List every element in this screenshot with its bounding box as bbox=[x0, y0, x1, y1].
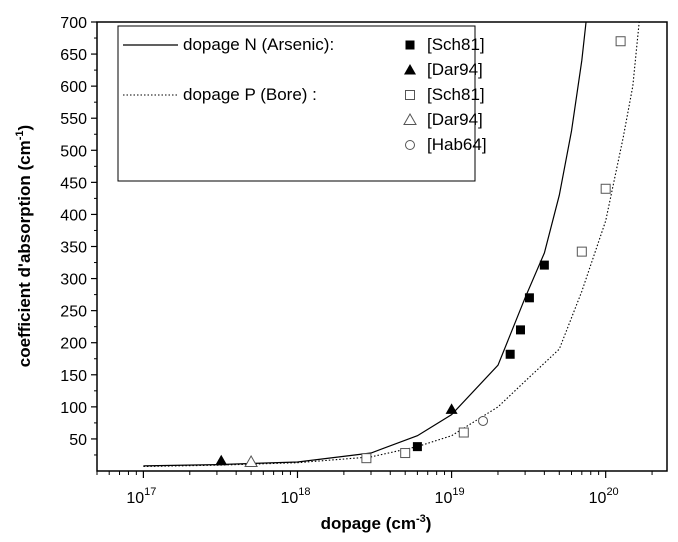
y-axis-title: coefficient d'absorption (cm-1) bbox=[14, 125, 34, 367]
legend-series-label-0: [Sch81] bbox=[427, 35, 485, 54]
y-tick-label-450: 450 bbox=[60, 175, 87, 192]
data-point-open-square-3 bbox=[576, 246, 587, 257]
legend-curve-label-0: dopage N (Arsenic): bbox=[183, 35, 334, 54]
y-tick-label-100: 100 bbox=[60, 400, 87, 417]
legend-marker-1 bbox=[404, 64, 416, 75]
data-point-filled-square-4 bbox=[539, 260, 549, 270]
data-point-filled-square-3 bbox=[524, 293, 534, 303]
y-tick-label-150: 150 bbox=[60, 368, 87, 385]
legend-series-label-3: [Dar94] bbox=[427, 110, 483, 129]
y-tick-label-400: 400 bbox=[60, 207, 87, 224]
y-tick-label-200: 200 bbox=[60, 336, 87, 353]
data-point-open-square-2 bbox=[458, 427, 469, 438]
x-axis-title: dopage (cm-3) bbox=[321, 513, 432, 533]
x-tick-label-17: 1017 bbox=[126, 486, 156, 507]
data-point-open-circle-0 bbox=[478, 415, 489, 426]
y-tick-label-500: 500 bbox=[60, 143, 87, 160]
x-tick-label-18: 1018 bbox=[280, 486, 310, 507]
data-point-filled-square-0 bbox=[412, 442, 422, 452]
curve-n-arsenic bbox=[143, 22, 587, 467]
legend-box bbox=[117, 25, 476, 182]
legend-series-label-4: [Hab64] bbox=[427, 135, 487, 154]
data-point-open-square-5 bbox=[615, 36, 626, 47]
data-point-filled-triangle-0 bbox=[215, 454, 228, 466]
data-point-open-square-4 bbox=[600, 183, 611, 194]
y-tick-label-700: 700 bbox=[60, 15, 87, 32]
legend-curve-label-1: dopage P (Bore) : bbox=[183, 85, 317, 104]
y-tick-label-600: 600 bbox=[60, 79, 87, 96]
legend-series-label-1: [Dar94] bbox=[427, 60, 483, 79]
legend-marker-3 bbox=[403, 112, 417, 125]
data-point-open-triangle-0 bbox=[244, 455, 258, 468]
legend-marker-0 bbox=[405, 40, 415, 50]
data-point-filled-square-2 bbox=[515, 325, 525, 335]
y-tick-label-650: 650 bbox=[60, 47, 87, 64]
data-point-open-square-0 bbox=[361, 453, 372, 464]
legend-marker-2 bbox=[405, 90, 415, 100]
y-tick-label-350: 350 bbox=[60, 240, 87, 257]
y-tick-label-50: 50 bbox=[69, 432, 87, 449]
data-point-filled-triangle-1 bbox=[445, 403, 458, 414]
legend-series-label-2: [Sch81] bbox=[427, 85, 485, 104]
legend-marker-4 bbox=[405, 140, 415, 150]
x-tick-label-20: 1020 bbox=[589, 486, 619, 507]
x-tick-label-19: 1019 bbox=[435, 486, 465, 507]
data-point-filled-square-1 bbox=[505, 349, 515, 359]
y-tick-label-250: 250 bbox=[60, 304, 87, 321]
y-tick-label-550: 550 bbox=[60, 111, 87, 128]
data-point-open-square-1 bbox=[400, 448, 411, 459]
y-tick-label-300: 300 bbox=[60, 272, 87, 289]
